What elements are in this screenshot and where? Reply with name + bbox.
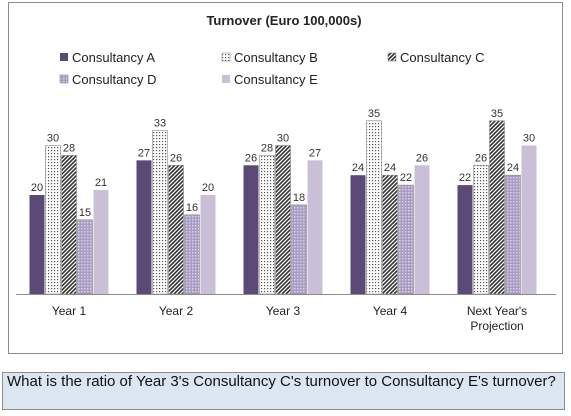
data-label-consultancy-c-next-year-s-projection: 35	[491, 108, 503, 120]
bar-consultancy-d-year-3	[291, 204, 307, 295]
data-label-consultancy-e-year-4: 26	[416, 152, 428, 164]
legend-swatch-consultancy-d	[59, 74, 69, 84]
bar-consultancy-c-year-2	[168, 165, 184, 295]
question-box: What is the ratio of Year 3's Consultanc…	[2, 372, 565, 410]
legend-swatch-consultancy-c	[387, 52, 397, 62]
bar-consultancy-d-year-1	[77, 219, 93, 295]
bar-consultancy-c-next-year-s-projection	[489, 120, 505, 295]
legend-label-consultancy-a: Consultancy A	[72, 50, 155, 65]
bar-consultancy-e-year-2	[200, 195, 216, 294]
bar-chart: Turnover (Euro 100,000s) Consultancy A Co…	[8, 2, 563, 354]
x-tick-label-year-4: Year 4	[373, 304, 408, 318]
legend-label-consultancy-d: Consultancy D	[72, 72, 157, 87]
legend-label-consultancy-c: Consultancy C	[400, 50, 485, 65]
chart-title: Turnover (Euro 100,000s)	[206, 13, 361, 28]
bar-consultancy-e-year-1	[93, 190, 109, 294]
legend: Consultancy A Consultancy B Consultancy C C…	[59, 50, 485, 87]
data-label-consultancy-e-year-3: 27	[309, 147, 321, 159]
chart-frame: Turnover (Euro 100,000s) Consultancy A Co…	[8, 2, 563, 354]
bar-consultancy-e-next-year-s-projection	[521, 145, 537, 294]
x-tick-label-year-1: Year 1	[52, 304, 87, 318]
data-label-consultancy-c-year-2: 26	[170, 152, 182, 164]
data-label-consultancy-d-year-4: 22	[400, 172, 412, 184]
data-label-consultancy-e-year-1: 21	[95, 177, 107, 189]
bar-consultancy-a-year-2	[136, 160, 152, 294]
bar-consultancy-d-year-4	[398, 184, 414, 295]
data-label-consultancy-d-year-2: 16	[186, 202, 198, 214]
bar-consultancy-a-year-4	[350, 175, 366, 294]
data-label-consultancy-a-year-1: 20	[31, 182, 43, 194]
data-label-consultancy-b-year-2: 33	[154, 118, 166, 130]
data-label-consultancy-a-year-2: 27	[138, 147, 150, 159]
data-label-consultancy-b-year-4: 35	[368, 108, 380, 120]
legend-label-consultancy-b: Consultancy B	[234, 50, 318, 65]
legend-swatch-consultancy-e	[222, 75, 230, 83]
legend-swatch-consultancy-b	[221, 52, 231, 62]
bar-consultancy-c-year-3	[275, 145, 291, 295]
bars	[29, 120, 537, 295]
bar-consultancy-b-year-4	[366, 120, 382, 295]
data-label-consultancy-d-year-1: 15	[79, 207, 91, 219]
bar-consultancy-c-year-4	[382, 174, 398, 295]
bar-consultancy-c-year-1	[61, 155, 77, 295]
bar-consultancy-e-year-4	[414, 165, 430, 294]
bar-consultancy-e-year-3	[307, 160, 323, 294]
data-label-consultancy-a-next-year-s-projection: 22	[459, 172, 471, 184]
data-label-consultancy-b-next-year-s-projection: 26	[475, 152, 487, 164]
bar-consultancy-a-next-year-s-projection	[457, 185, 473, 294]
data-label-consultancy-d-year-3: 18	[293, 192, 305, 204]
data-label-consultancy-a-year-3: 26	[245, 152, 257, 164]
bar-consultancy-d-year-2	[184, 214, 200, 295]
data-label-consultancy-c-year-3: 30	[277, 133, 289, 145]
data-label-consultancy-c-year-1: 28	[63, 142, 75, 154]
x-tick-label-year-2: Year 2	[159, 304, 194, 318]
bar-consultancy-b-year-1	[45, 145, 61, 295]
bar-consultancy-b-next-year-s-projection	[473, 165, 489, 295]
x-tick-label-year-3: Year 3	[266, 304, 301, 318]
bar-consultancy-b-year-2	[152, 130, 168, 295]
data-label-consultancy-a-year-4: 24	[352, 162, 364, 174]
data-label-consultancy-e-year-2: 20	[202, 182, 214, 194]
data-label-consultancy-b-year-3: 28	[261, 142, 273, 154]
bar-consultancy-b-year-3	[259, 155, 275, 295]
legend-swatch-consultancy-a	[60, 53, 68, 61]
bar-consultancy-a-year-3	[243, 165, 259, 294]
data-label-consultancy-b-year-1: 30	[47, 133, 59, 145]
legend-label-consultancy-e: Consultancy E	[234, 72, 318, 87]
data-labels: 20 30 28 15 21 27 33 26 16 20 26 28 30 18 27 24 35 24 22 26…	[31, 108, 535, 219]
data-label-consultancy-c-year-4: 24	[384, 162, 396, 174]
x-tick-labels: Year 1 Year 2 Year 3 Year 4 Next Year's Proje…	[52, 304, 527, 333]
x-tick-label-next-year-s-projection: Next Year's Projection	[467, 304, 527, 333]
bar-consultancy-d-next-year-s-projection	[505, 174, 521, 295]
data-label-consultancy-d-next-year-s-projection: 24	[507, 162, 519, 174]
bar-consultancy-a-year-1	[29, 195, 45, 294]
data-label-consultancy-e-next-year-s-projection: 30	[523, 133, 535, 145]
question-text: What is the ratio of Year 3's Consultanc…	[7, 373, 556, 390]
